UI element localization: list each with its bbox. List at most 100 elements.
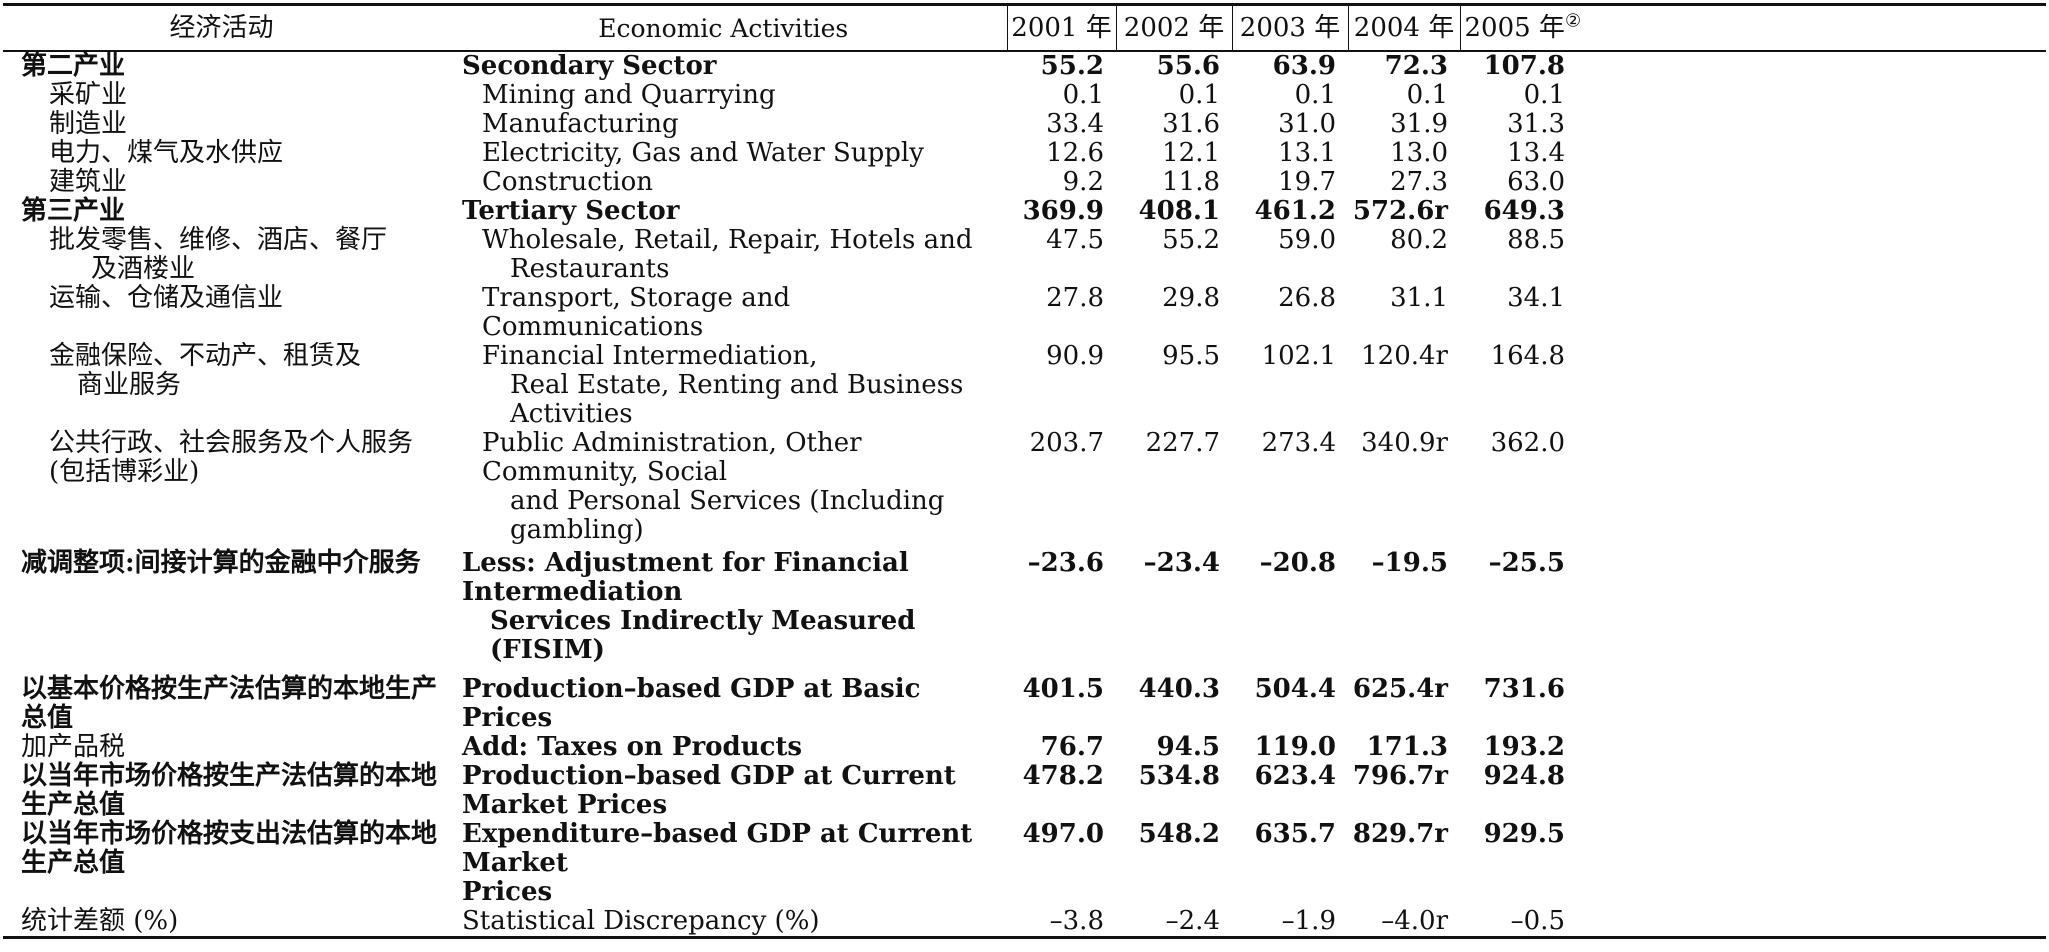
row-cn-label: 以当年市场价格按生产法估算的本地 生产总值	[3, 762, 440, 820]
cell-2002: 12.1	[1162, 138, 1220, 168]
table-body: 第二产业 Secondary Sector 55.2 55.6 63.9 72.…	[3, 51, 2046, 938]
cell-2001: 369.9	[1022, 196, 1104, 226]
row-en-label: Financial Intermediation, Real Estate, R…	[440, 342, 1007, 429]
header-en-activity: Economic Activities	[598, 13, 849, 43]
cell-2002: 95.5	[1162, 341, 1220, 371]
cell-2003: 59.0	[1278, 225, 1336, 255]
table-row: 第二产业 Secondary Sector 55.2 55.6 63.9 72.…	[3, 51, 2046, 81]
row-cn-label: 金融保险、不动产、租赁及 商业服务	[3, 342, 440, 429]
cell-2005: 107.8	[1460, 51, 2046, 81]
row-en-line1: Less: Adjustment for Financial Intermedi…	[462, 548, 909, 607]
row-en-label: Electricity, Gas and Water Supply	[482, 138, 924, 168]
header-year-2005: 2005 年②	[1459, 4, 2046, 51]
cell-2005-value: 924.8	[1483, 761, 1565, 791]
row-cn-label: 减调整项:间接计算的金融中介服务	[21, 548, 421, 578]
row-cn-line1: 以当年市场价格按支出法估算的本地	[21, 819, 438, 849]
cell-2005-value: 362.0	[1490, 428, 1565, 458]
table-row: 以基本价格按生产法估算的本地生产 总值 Production–based GDP…	[3, 665, 2046, 733]
cell-2004: 31.1	[1390, 283, 1448, 313]
row-en-label: Secondary Sector	[462, 51, 717, 81]
row-cn-label: 制造业	[49, 109, 128, 139]
cell-2004: 796.7r	[1352, 761, 1448, 791]
cell-2001: 27.8	[1046, 283, 1104, 313]
row-en-line2: Restaurants	[510, 254, 670, 284]
cell-2003: 119.0	[1254, 732, 1336, 762]
cell-2003: 63.9	[1272, 51, 1336, 81]
cell-2001: 203.7	[1029, 428, 1104, 458]
cell-2003: 623.4	[1254, 761, 1336, 791]
footnote-marker: ②	[1564, 9, 1582, 31]
row-en-line1: Public Administration, Other Community, …	[482, 428, 862, 487]
row-cn-label: 电力、煤气及水供应	[49, 138, 284, 168]
table-row: 金融保险、不动产、租赁及 商业服务 Financial Intermediati…	[3, 342, 2046, 429]
cell-2002: 55.2	[1162, 225, 1220, 255]
cell-2002: –2.4	[1165, 906, 1220, 936]
row-en-line2: Services Indirectly Measured (FISIM)	[490, 606, 916, 665]
table-row: 电力、煤气及水供应 Electricity, Gas and Water Sup…	[3, 139, 2046, 168]
header-year-2002: 2002 年	[1115, 4, 1232, 51]
cell-2005: 63.0	[1460, 168, 2046, 197]
table-row: 制造业 Manufacturing 33.4 31.6 31.0 31.9 31…	[3, 110, 2046, 139]
cell-2002: –23.4	[1143, 548, 1220, 578]
cell-2003: 635.7	[1254, 819, 1336, 849]
cell-2001: 401.5	[1022, 674, 1104, 704]
cell-2001: 0.1	[1062, 80, 1104, 110]
row-en-label: Construction	[482, 167, 653, 197]
cell-2004: 13.0	[1390, 138, 1448, 168]
cell-2004: –19.5	[1371, 548, 1448, 578]
cell-2002: 31.6	[1162, 109, 1220, 139]
row-cn-line2: (包括博彩业)	[49, 457, 200, 487]
row-cn-line1: 以当年市场价格按生产法估算的本地	[21, 761, 438, 791]
cell-2005: 88.5	[1460, 226, 2046, 284]
row-en-line2: and Personal Services (Including gamblin…	[510, 486, 945, 545]
row-en-label: Production–based GDP at Basic Prices	[462, 674, 921, 733]
cell-2002: 11.8	[1162, 167, 1220, 197]
cell-2005: 31.3	[1460, 110, 2046, 139]
row-en-label: Tertiary Sector	[462, 196, 680, 226]
cell-2003: 13.1	[1278, 138, 1336, 168]
cell-2005-value: 63.0	[1507, 167, 1565, 197]
cell-2004: 80.2	[1390, 225, 1448, 255]
cell-2004: –4.0r	[1381, 906, 1448, 936]
cell-2001: –3.8	[1049, 906, 1104, 936]
cell-2005: –0.5	[1460, 907, 2046, 938]
cell-2004: 31.9	[1390, 109, 1448, 139]
row-en-line1: Financial Intermediation,	[482, 341, 818, 371]
table-row: 以当年市场价格按生产法估算的本地 生产总值 Production–based G…	[3, 762, 2046, 820]
cell-2005: 929.5	[1460, 820, 2046, 907]
cell-2002: 534.8	[1138, 761, 1220, 791]
row-cn-label: 运输、仓储及通信业	[49, 283, 284, 313]
cell-2005: 164.8	[1460, 342, 2046, 429]
header-year-2003: 2003 年	[1231, 4, 1348, 51]
row-en-label: Mining and Quarrying	[482, 80, 776, 110]
row-en-label: Wholesale, Retail, Repair, Hotels and Re…	[440, 226, 1007, 284]
cell-2004: 0.1	[1406, 80, 1448, 110]
gdp-table: 经济活动 Economic Activities 2001 年 2002 年 2…	[3, 3, 2046, 939]
row-cn-line1: 金融保险、不动产、租赁及	[49, 341, 362, 371]
row-en-label: Production–based GDP at Current Market P…	[462, 761, 956, 820]
cell-2005: 0.1	[1460, 81, 2046, 110]
cell-2004: 27.3	[1390, 167, 1448, 197]
cell-2004: 120.4r	[1361, 341, 1448, 371]
cell-2005: 193.2	[1460, 733, 2046, 762]
cell-2005-value: 107.8	[1483, 51, 1565, 81]
cell-2003: –20.8	[1259, 548, 1336, 578]
cell-2005-value: 88.5	[1507, 225, 1565, 255]
row-cn-line2: 生产总值	[21, 848, 126, 878]
cell-2004: 829.7r	[1352, 819, 1448, 849]
cell-2001: 76.7	[1040, 732, 1104, 762]
table-row: 建筑业 Construction 9.2 11.8 19.7 27.3 63.0	[3, 168, 2046, 197]
cell-2003: 461.2	[1254, 196, 1336, 226]
cell-2001: 9.2	[1062, 167, 1104, 197]
cell-2005-value: –0.5	[1510, 906, 1565, 936]
cell-2001: 497.0	[1022, 819, 1104, 849]
cell-2005: 649.3	[1460, 197, 2046, 226]
row-en-label: Transport, Storage and Communications	[482, 283, 791, 342]
row-cn-label: 第二产业	[21, 51, 126, 81]
row-en-label: Less: Adjustment for Financial Intermedi…	[440, 545, 1007, 665]
cell-2001: –23.6	[1027, 548, 1104, 578]
cell-2001: 47.5	[1046, 225, 1104, 255]
row-cn-label: 第三产业	[21, 196, 126, 226]
cell-2002: 408.1	[1138, 196, 1220, 226]
cell-2005: 34.1	[1460, 284, 2046, 342]
